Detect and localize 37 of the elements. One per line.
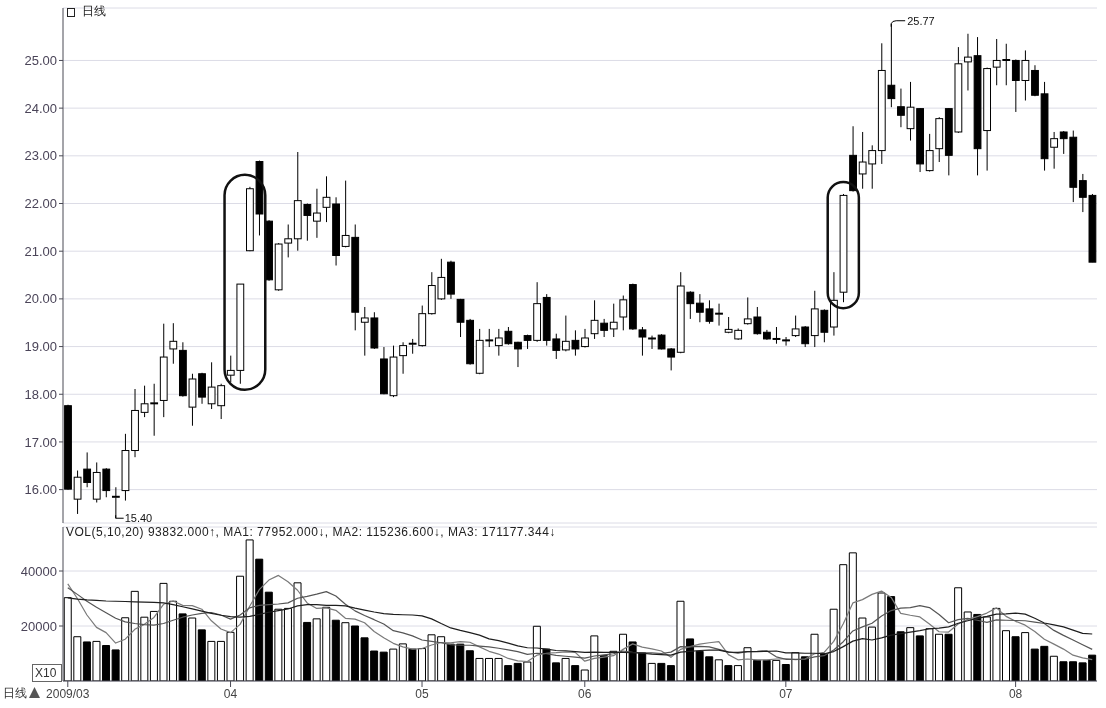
y-tick-label: 22.00 bbox=[24, 196, 57, 212]
y-tick-label: 18.00 bbox=[24, 386, 57, 402]
y-tick-label: 20000 bbox=[20, 618, 57, 634]
line-series bbox=[67, 587, 1093, 660]
text: 日线 bbox=[3, 685, 27, 701]
chart-title: 日线 bbox=[82, 4, 106, 19]
annotation: 25.77 bbox=[907, 14, 935, 27]
y-tick-label: 20.00 bbox=[24, 291, 57, 307]
x-tick-label: 04 bbox=[223, 686, 238, 701]
y-tick-label: 17.00 bbox=[24, 434, 57, 450]
candlestick bbox=[111, 486, 120, 519]
x-tick-label: 2009/03 bbox=[46, 686, 90, 701]
y-tick-label: 21.00 bbox=[24, 243, 57, 259]
line-series bbox=[67, 597, 1093, 656]
y-tick-label: 40000 bbox=[20, 563, 57, 579]
candlestick bbox=[169, 322, 178, 365]
x-tick-label: 06 bbox=[578, 686, 592, 701]
y-tick-label: 23.00 bbox=[24, 148, 57, 164]
candlestick bbox=[648, 335, 656, 350]
candlestick bbox=[581, 328, 589, 349]
candlestick bbox=[619, 295, 628, 331]
y-tick-label: 25.00 bbox=[24, 53, 57, 69]
candlestick bbox=[514, 341, 522, 368]
y-tick-label: 16.00 bbox=[24, 482, 57, 498]
line-series bbox=[67, 574, 1093, 663]
candlestick bbox=[313, 188, 321, 239]
annotation: 15.40 bbox=[124, 512, 153, 525]
candlestick bbox=[925, 133, 934, 173]
candlestick bbox=[609, 303, 618, 338]
text: X10 bbox=[35, 665, 57, 681]
x-tick-label: 07 bbox=[779, 686, 793, 701]
x-tick-label: 08 bbox=[1008, 686, 1023, 701]
candlestick bbox=[399, 341, 407, 375]
chart-title: VOL(5,10,20) 93832.000↑, MA1: 77952.000↓, MA2: 115236.600↓, MA3: 171177.344↓ bbox=[66, 525, 556, 540]
y-tick-label: 19.00 bbox=[24, 339, 57, 355]
y-tick-label: 24.00 bbox=[24, 100, 57, 116]
x-tick-label: 05 bbox=[415, 686, 430, 701]
